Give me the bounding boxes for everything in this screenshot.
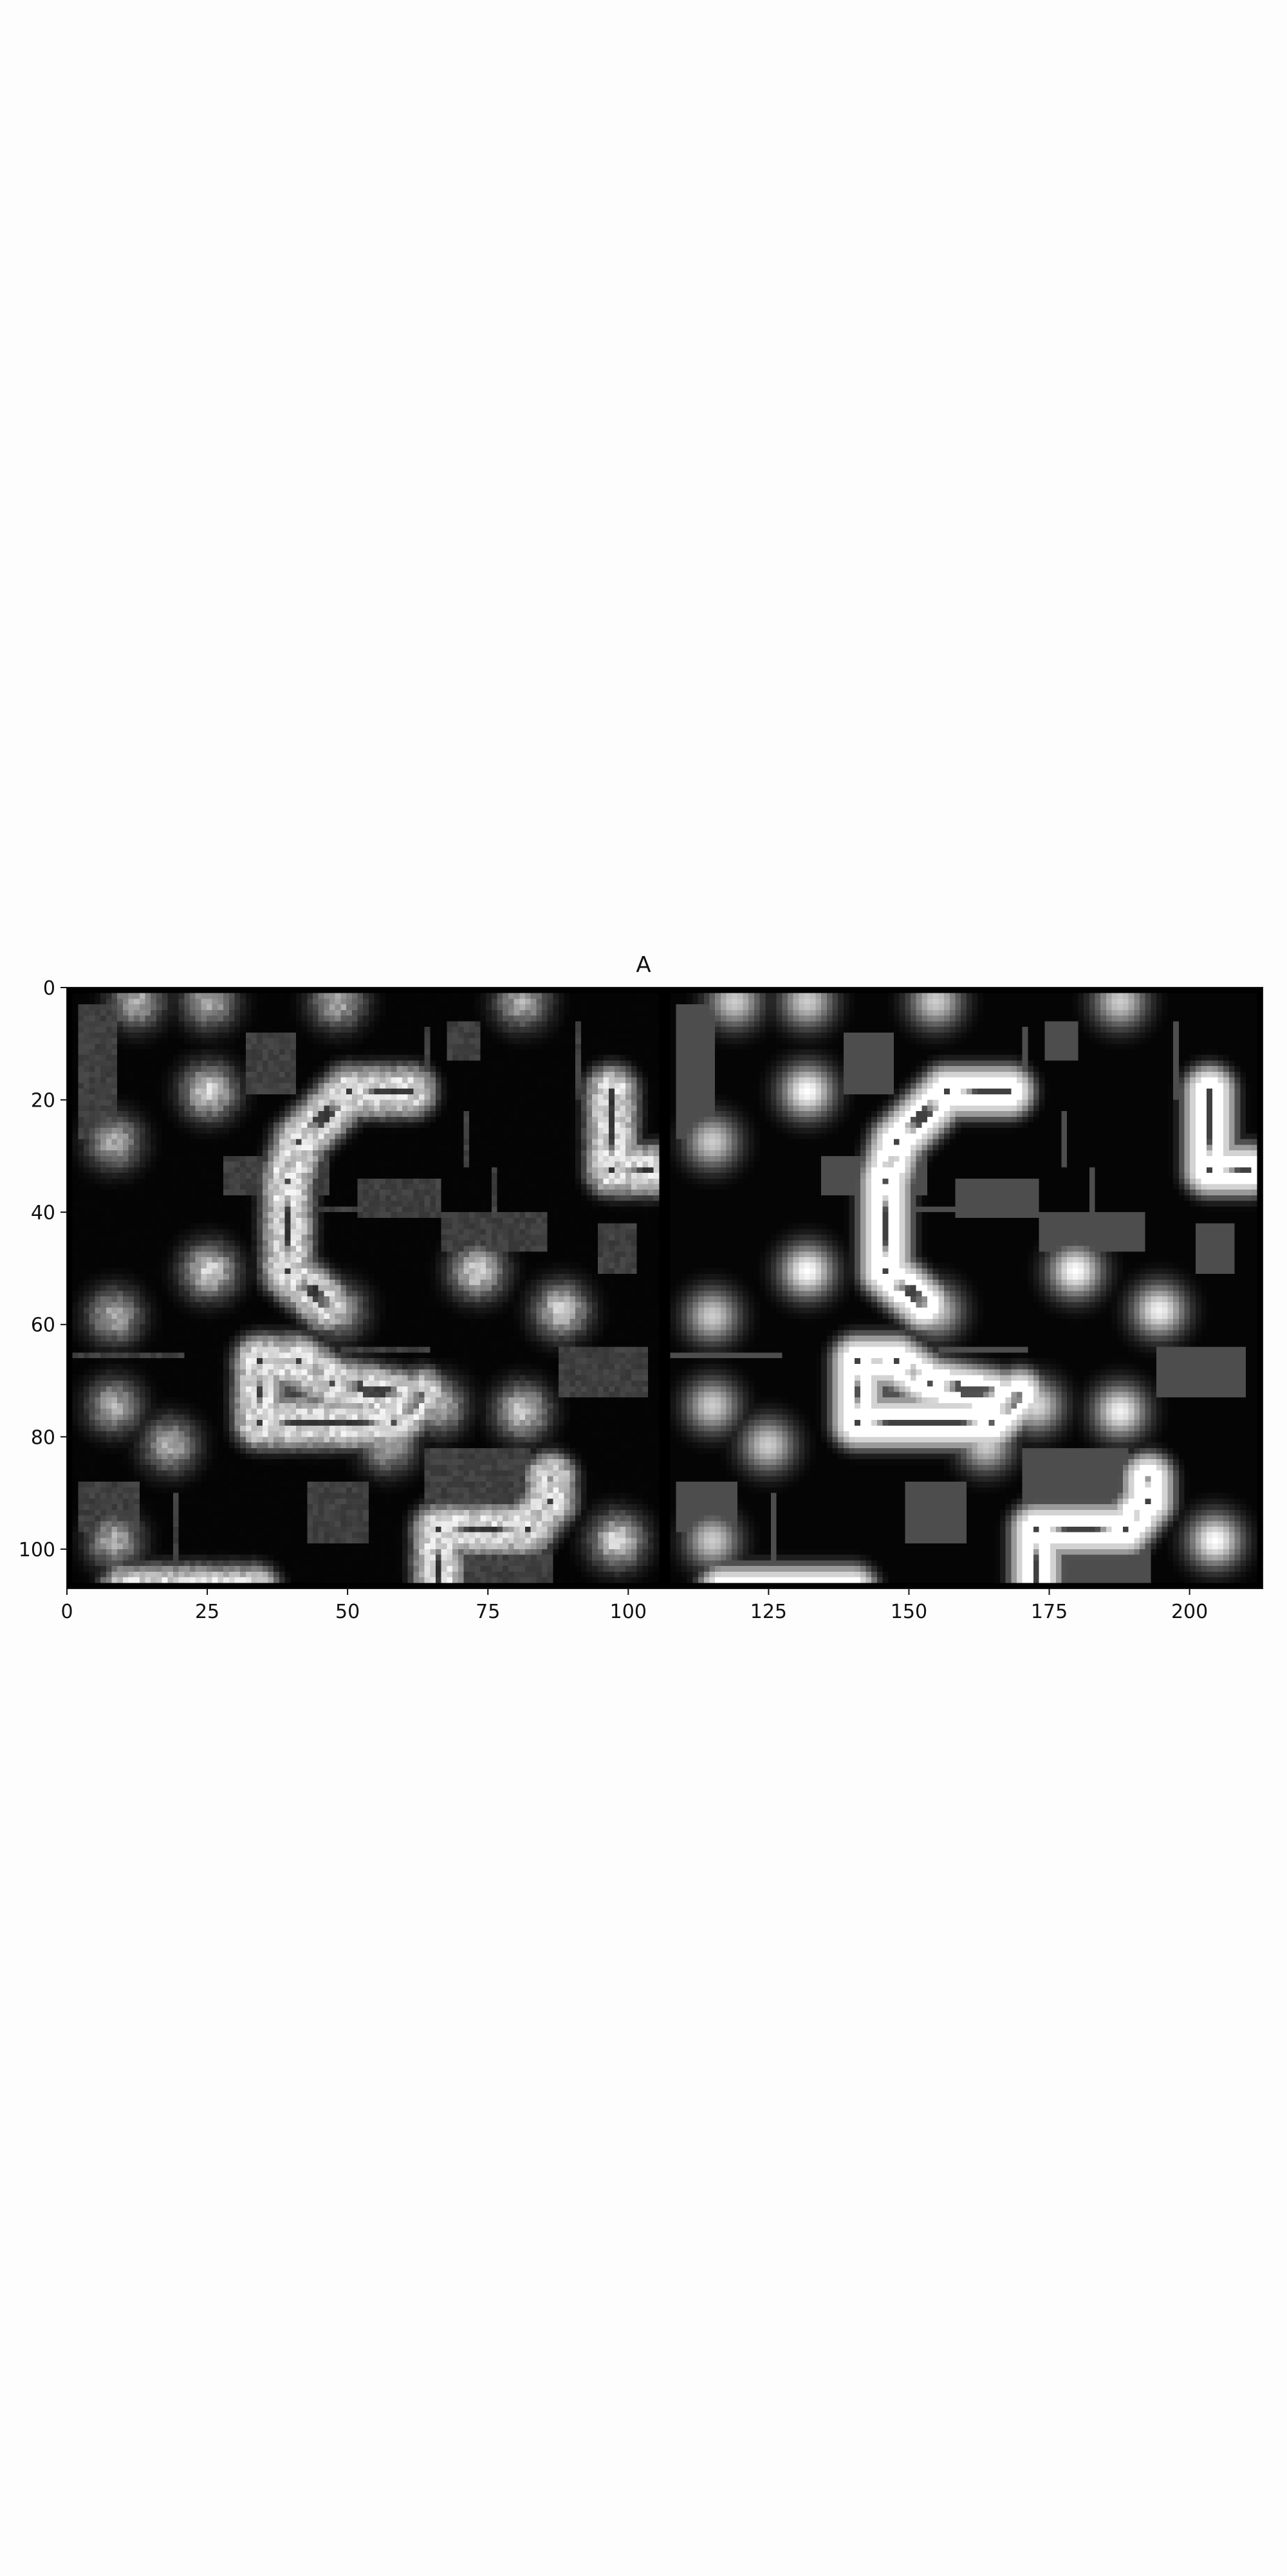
- x-tick-label: 0: [60, 1601, 73, 1623]
- x-tick-label: 125: [750, 1601, 787, 1623]
- x-tick-label: 175: [1031, 1601, 1068, 1623]
- y-tick-label: 40: [31, 1202, 55, 1224]
- y-tick-label: 60: [31, 1314, 55, 1337]
- heatmap-image-layer: [67, 988, 1263, 1588]
- axes-layer: 0 25 50 75 100 125 150 175 200 0 20 40 60 80 100: [19, 977, 1263, 1623]
- x-tick-label: 25: [195, 1601, 219, 1623]
- y-tick-label: 0: [43, 977, 55, 1000]
- x-tick-label: 200: [1171, 1601, 1208, 1623]
- plot-frame: [66, 987, 1263, 1589]
- x-tick-label: 150: [891, 1601, 927, 1623]
- y-tick-label: 100: [19, 1539, 55, 1561]
- y-tick-label: 80: [31, 1426, 55, 1449]
- x-tick-label: 50: [335, 1601, 360, 1623]
- plot-title: A: [636, 952, 651, 978]
- x-tick-label: 100: [610, 1601, 647, 1623]
- y-tick-label: 20: [31, 1090, 55, 1112]
- x-tick-label: 75: [476, 1601, 500, 1623]
- heatmap-image: [67, 988, 1263, 1588]
